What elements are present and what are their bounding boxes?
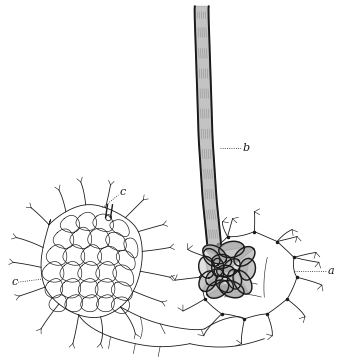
- Polygon shape: [224, 260, 238, 274]
- Polygon shape: [234, 272, 248, 293]
- Polygon shape: [223, 259, 240, 276]
- Polygon shape: [206, 249, 219, 264]
- Polygon shape: [208, 284, 228, 297]
- Polygon shape: [220, 285, 243, 297]
- Polygon shape: [195, 6, 222, 255]
- Polygon shape: [213, 255, 230, 261]
- Polygon shape: [228, 269, 242, 289]
- Ellipse shape: [207, 249, 222, 260]
- Polygon shape: [218, 266, 234, 271]
- Text: c: c: [119, 187, 126, 197]
- Polygon shape: [217, 278, 231, 292]
- Ellipse shape: [238, 251, 251, 262]
- Ellipse shape: [243, 263, 252, 276]
- Polygon shape: [218, 259, 223, 275]
- Polygon shape: [203, 273, 215, 291]
- Polygon shape: [233, 270, 252, 294]
- Polygon shape: [212, 258, 224, 276]
- Polygon shape: [235, 248, 253, 263]
- Polygon shape: [234, 247, 255, 266]
- Polygon shape: [240, 260, 249, 279]
- Text: c: c: [11, 277, 17, 287]
- Text: b: b: [243, 143, 250, 153]
- Polygon shape: [203, 245, 227, 264]
- Polygon shape: [208, 272, 222, 284]
- Ellipse shape: [237, 275, 248, 289]
- Polygon shape: [199, 271, 216, 292]
- Polygon shape: [228, 270, 236, 288]
- Polygon shape: [219, 280, 244, 298]
- Polygon shape: [220, 242, 243, 251]
- Polygon shape: [219, 241, 244, 257]
- Polygon shape: [205, 257, 214, 277]
- Polygon shape: [206, 269, 223, 285]
- Polygon shape: [239, 258, 255, 280]
- Polygon shape: [205, 246, 226, 260]
- Text: a: a: [328, 266, 334, 276]
- Polygon shape: [216, 276, 234, 292]
- Polygon shape: [217, 265, 235, 277]
- Polygon shape: [203, 248, 220, 266]
- Polygon shape: [212, 255, 231, 268]
- Polygon shape: [199, 256, 215, 278]
- Polygon shape: [207, 280, 229, 298]
- Ellipse shape: [224, 244, 239, 254]
